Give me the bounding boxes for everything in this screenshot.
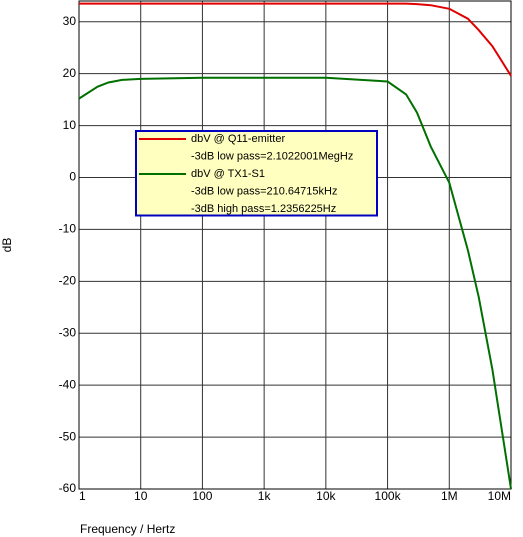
plot-area (79, 1, 511, 489)
y-tick-label: -50 (59, 429, 77, 443)
y-tick-label: -60 (59, 481, 77, 495)
x-tick-label: 100k (375, 489, 402, 503)
y-tick-label: 20 (63, 66, 77, 80)
y-tick-label: 30 (63, 14, 77, 28)
legend: dbV @ Q11-emitter -3dB low pass=2.1022001… (135, 130, 378, 217)
legend-note: -3dB low pass=2.1022001MegHz (191, 150, 353, 162)
legend-note: -3dB low pass=210.64715kHz (191, 185, 337, 197)
x-tick-label: 10k (316, 489, 336, 503)
series-line (78, 76, 512, 490)
x-tick-label: 1k (258, 489, 272, 503)
x-tick-label: 1 (79, 489, 86, 503)
x-axis-label: Frequency / Hertz (80, 522, 175, 536)
y-tick-label: -40 (59, 377, 77, 391)
series-line (79, 2, 512, 77)
legend-label: dbV @ Q11-emitter (191, 133, 285, 145)
x-tick-label: 100 (192, 489, 212, 503)
x-tick-label: 10M (488, 489, 511, 503)
y-tick-label: -20 (59, 274, 77, 288)
legend-label: dbV @ TX1-S1 (191, 168, 265, 180)
y-tick-label: -30 (59, 325, 77, 339)
legend-note: -3dB high pass=1.2356225Hz (191, 203, 336, 215)
x-tick-label: 10 (134, 489, 148, 503)
y-tick-label: -10 (59, 222, 77, 236)
y-axis-label: dB (0, 238, 14, 253)
plot-frame (78, 0, 512, 490)
y-tick-label: 0 (69, 170, 76, 184)
x-tick-label: 1M (441, 489, 458, 503)
y-tick-label: 10 (63, 118, 77, 132)
